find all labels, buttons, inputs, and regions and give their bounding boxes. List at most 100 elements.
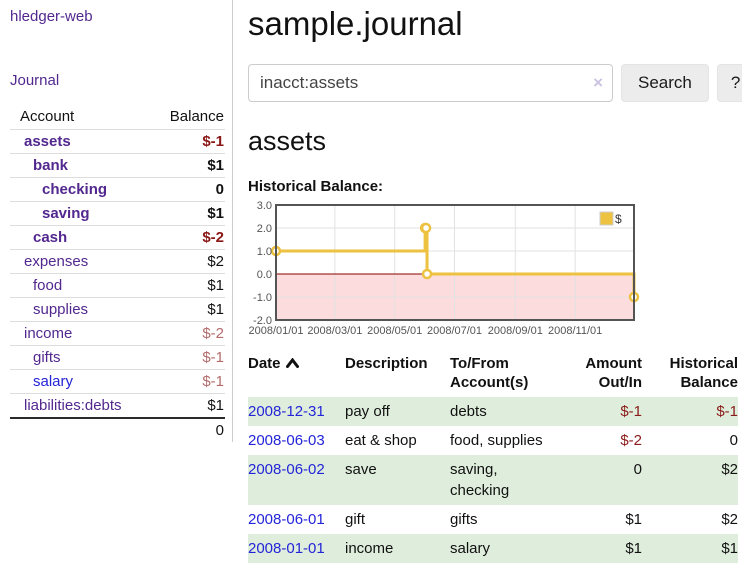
register-row: 2008-06-02 save saving, checking 0 $2 xyxy=(248,455,738,505)
svg-text:0.0: 0.0 xyxy=(257,269,272,281)
col-header-date[interactable]: Date xyxy=(248,352,345,397)
txn-amount: $1 xyxy=(558,534,642,563)
account-balance: $1 xyxy=(145,273,225,298)
account-link-salary[interactable]: salary xyxy=(33,373,74,390)
account-link-checking[interactable]: checking xyxy=(42,181,108,198)
account-balance: $-2 xyxy=(145,225,225,250)
account-balance: $-1 xyxy=(145,129,225,154)
accounts-total-value: 0 xyxy=(145,417,225,442)
historical-balance-chart: $3.0 2.0 1.0 0.0 -1.0 -2.0 2008/01/01 2008/03/0… xyxy=(248,200,742,337)
col-header-description: Description xyxy=(345,355,428,372)
account-link-gifts[interactable]: gifts xyxy=(33,349,61,366)
txn-description: pay off xyxy=(345,397,450,426)
sort-asc-icon xyxy=(285,354,299,373)
col-header-amount: Amount Out/In xyxy=(585,355,642,391)
txn-amount: $-2 xyxy=(620,432,642,449)
page-title: sample.journal xyxy=(248,5,463,42)
account-row: bank $1 xyxy=(10,153,225,178)
account-link-liabilities-debts[interactable]: liabilities:debts xyxy=(24,397,122,414)
account-row: cash $-2 xyxy=(10,225,225,250)
account-link-income[interactable]: income xyxy=(24,325,73,342)
register-row: 2008-06-01 gift gifts $1 $2 xyxy=(248,505,738,534)
register-row: 2008-06-03 eat & shop food, supplies $-2… xyxy=(248,426,738,455)
svg-text:3.0: 3.0 xyxy=(257,200,272,212)
accounts-total-row: 0 xyxy=(10,417,225,442)
chart-label: Historical Balance: xyxy=(248,178,384,195)
register-row: 2008-12-31 pay off debts $-1 $-1 xyxy=(248,397,738,426)
svg-text:2008/09/01: 2008/09/01 xyxy=(488,325,543,337)
legend-label: $ xyxy=(615,212,622,226)
col-header-date-label: Date xyxy=(248,355,281,372)
account-link-supplies[interactable]: supplies xyxy=(33,301,89,318)
account-link-saving[interactable]: saving xyxy=(42,205,90,222)
txn-description: eat & shop xyxy=(345,432,417,449)
accounts-header-balance: Balance xyxy=(169,108,224,125)
account-link-bank[interactable]: bank xyxy=(33,157,69,174)
svg-text:2008/01/01: 2008/01/01 xyxy=(248,325,303,337)
txn-accounts: salary xyxy=(450,534,558,563)
svg-text:-1.0: -1.0 xyxy=(253,292,272,304)
account-balance: 0 xyxy=(145,177,225,202)
txn-date-link[interactable]: 2008-06-03 xyxy=(248,432,325,449)
account-row: food $1 xyxy=(10,273,225,298)
search-button[interactable]: Search xyxy=(621,64,709,102)
txn-date-link[interactable]: 2008-01-01 xyxy=(248,540,325,557)
account-balance: $1 xyxy=(145,393,225,418)
txn-accounts: saving, checking xyxy=(450,455,558,505)
account-row: income $-2 xyxy=(10,321,225,346)
legend-swatch xyxy=(599,211,614,226)
svg-text:2.0: 2.0 xyxy=(257,223,272,235)
txn-date-link[interactable]: 2008-12-31 xyxy=(248,403,325,420)
register-table: Date Description To/From Account(s) Amoun… xyxy=(248,352,738,563)
account-link-cash[interactable]: cash xyxy=(33,229,68,246)
txn-accounts: debts xyxy=(450,397,558,426)
txn-balance: $1 xyxy=(642,534,738,563)
accounts-header-account: Account xyxy=(20,108,75,125)
accounts-table: Account Balance assets $-1 bank $1 checkin… xyxy=(10,105,225,442)
register-row: 2008-01-01 income salary $1 $1 xyxy=(248,534,738,563)
txn-amount: $-1 xyxy=(558,397,642,426)
app-title: hledger-web xyxy=(10,8,93,25)
svg-text:1.0: 1.0 xyxy=(257,246,272,258)
svg-text:-2.0: -2.0 xyxy=(253,315,272,327)
col-header-accounts: To/From Account(s) xyxy=(450,355,529,391)
txn-description: gift xyxy=(345,511,366,528)
account-link-expenses[interactable]: expenses xyxy=(24,253,89,270)
account-balance: $1 xyxy=(145,153,225,178)
txn-balance: $2 xyxy=(642,455,738,505)
txn-amount: $1 xyxy=(625,511,642,528)
search-input[interactable] xyxy=(248,64,613,102)
account-row: saving $1 xyxy=(10,201,225,226)
clear-search-icon[interactable]: × xyxy=(593,73,603,92)
account-link-food[interactable]: food xyxy=(33,277,63,294)
txn-date-link[interactable]: 2008-06-02 xyxy=(248,461,325,478)
nav-journal-link[interactable]: Journal xyxy=(10,72,60,89)
account-row: salary $-1 xyxy=(10,369,225,394)
svg-text:2008/11/01: 2008/11/01 xyxy=(548,325,602,337)
svg-text:2008/03/01: 2008/03/01 xyxy=(307,325,362,337)
account-balance: $-1 xyxy=(145,369,225,394)
account-row: gifts $-1 xyxy=(10,345,225,370)
txn-balance: $-1 xyxy=(642,397,738,426)
help-button[interactable]: ? xyxy=(716,64,742,102)
txn-accounts: gifts xyxy=(450,511,478,528)
account-row: assets $-1 xyxy=(10,129,225,154)
txn-balance: 0 xyxy=(729,432,738,449)
account-heading: assets xyxy=(248,126,327,156)
account-balance: $-2 xyxy=(145,321,225,346)
account-balance: $2 xyxy=(145,249,225,274)
txn-description: save xyxy=(345,455,450,505)
account-row: liabilities:debts $1 xyxy=(10,393,225,418)
txn-accounts: food, supplies xyxy=(450,432,543,449)
txn-date-link[interactable]: 2008-06-01 xyxy=(248,511,325,528)
search-form: × Search ? xyxy=(248,64,742,102)
sidebar: hledger-web Journal Account Balance asse… xyxy=(0,0,233,442)
txn-amount: 0 xyxy=(558,455,642,505)
col-header-balance: Historical Balance xyxy=(669,355,738,391)
account-balance: $1 xyxy=(145,201,225,226)
svg-text:2008/05/01: 2008/05/01 xyxy=(367,325,422,337)
account-row: checking 0 xyxy=(10,177,225,202)
account-row: expenses $2 xyxy=(10,249,225,274)
account-link-assets[interactable]: assets xyxy=(24,133,71,150)
